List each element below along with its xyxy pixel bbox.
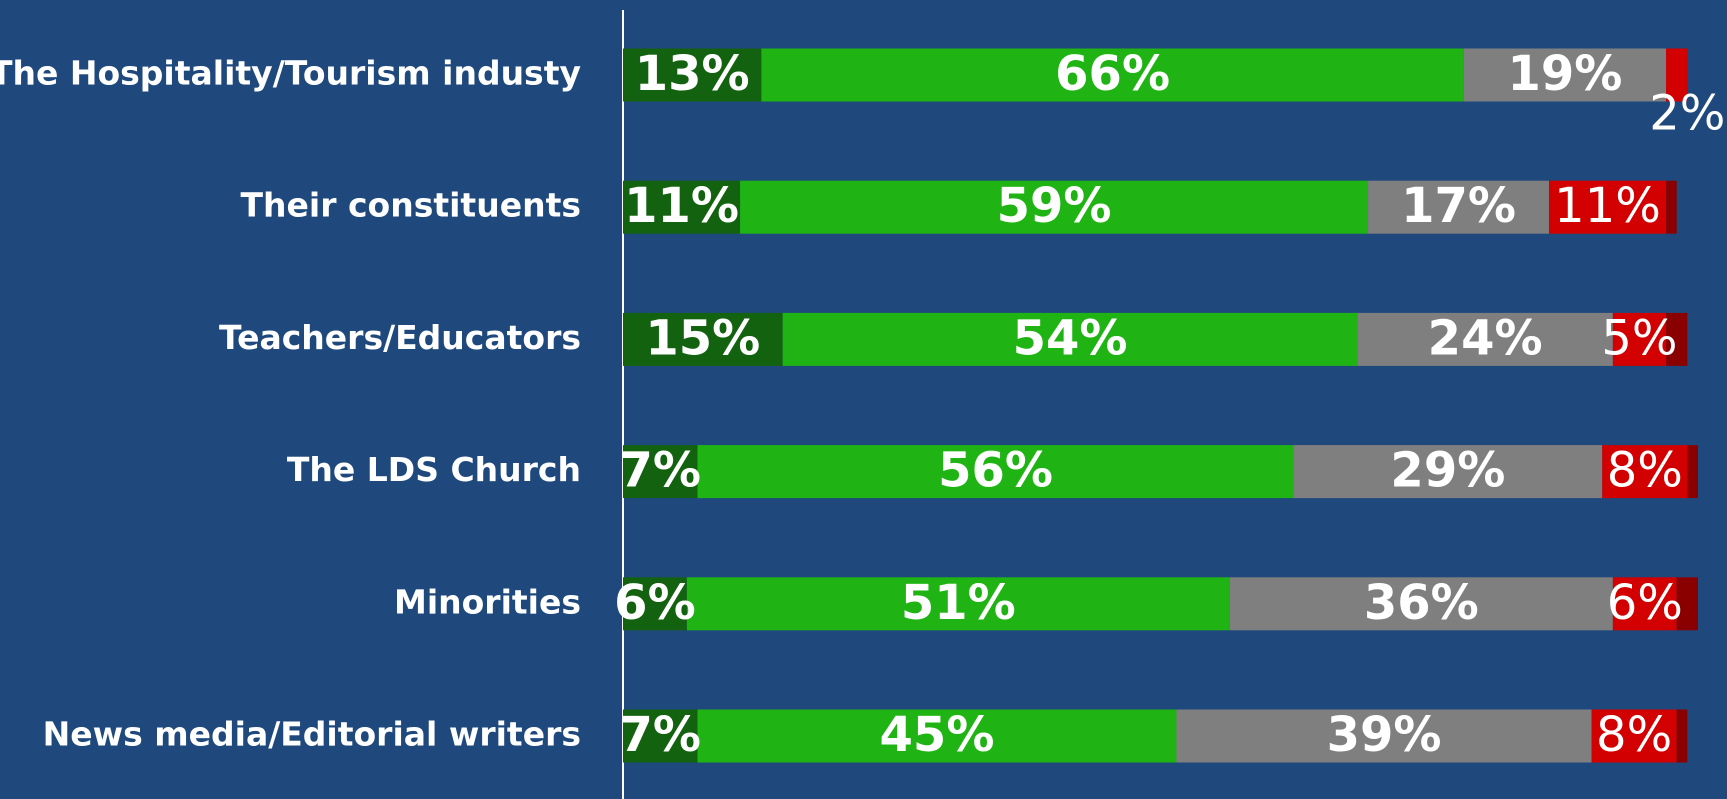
bar-segment bbox=[623, 312, 783, 366]
value-label: 8% bbox=[1596, 707, 1672, 763]
bar-segment bbox=[1666, 180, 1677, 234]
value-label: 6% bbox=[1607, 575, 1683, 631]
bar-segment bbox=[1602, 445, 1688, 499]
value-label: 29% bbox=[1390, 443, 1505, 499]
bar-segment bbox=[1676, 577, 1698, 631]
value-label: 54% bbox=[1013, 310, 1128, 366]
value-label: 13% bbox=[635, 46, 750, 102]
bar-segment bbox=[1368, 180, 1549, 234]
bar-segment bbox=[1666, 48, 1688, 102]
bar-segment bbox=[1293, 445, 1603, 499]
value-label: 19% bbox=[1508, 46, 1623, 102]
value-label: 51% bbox=[901, 575, 1016, 631]
bar-segment bbox=[740, 180, 1369, 234]
bar-segment bbox=[1176, 709, 1592, 763]
bar-segment bbox=[697, 445, 1294, 499]
value-label: 39% bbox=[1327, 707, 1442, 763]
category-label: The Hospitality/Tourism industy bbox=[0, 54, 581, 93]
bar-segment bbox=[623, 577, 687, 631]
value-label: 11% bbox=[624, 178, 739, 234]
category-label: News media/Editorial writers bbox=[43, 715, 581, 754]
bar-segment bbox=[1612, 312, 1667, 366]
bar-segment bbox=[686, 577, 1230, 631]
value-label: 6% bbox=[614, 575, 696, 631]
value-label: 15% bbox=[645, 310, 760, 366]
bar-segment bbox=[1687, 445, 1698, 499]
bar-segment bbox=[761, 48, 1464, 102]
bar-segment bbox=[1548, 180, 1667, 234]
category-label: Their constituents bbox=[241, 186, 581, 225]
value-label: 36% bbox=[1364, 575, 1479, 631]
value-label: 8% bbox=[1607, 443, 1683, 499]
bar-segment bbox=[1612, 577, 1677, 631]
value-label: 7% bbox=[620, 707, 702, 763]
bar-segment bbox=[1357, 312, 1613, 366]
bar-segment bbox=[623, 180, 741, 234]
bar-segment bbox=[1463, 48, 1667, 102]
category-label: The LDS Church bbox=[287, 450, 581, 489]
category-label: Minorities bbox=[394, 582, 581, 621]
value-label: 24% bbox=[1428, 310, 1543, 366]
value-label: 66% bbox=[1055, 46, 1170, 102]
value-label: 17% bbox=[1401, 178, 1516, 234]
value-label: 45% bbox=[880, 707, 995, 763]
bar-segment bbox=[1591, 709, 1677, 763]
bar-segment bbox=[1229, 577, 1613, 631]
value-label: 11% bbox=[1554, 178, 1661, 234]
bar-segment bbox=[1676, 709, 1688, 763]
bar-segment bbox=[623, 48, 762, 102]
value-label: 2% bbox=[1649, 86, 1725, 142]
bar-segment bbox=[623, 709, 698, 763]
bar-segment bbox=[623, 445, 698, 499]
value-label: 56% bbox=[938, 443, 1053, 499]
value-label: 7% bbox=[620, 443, 702, 499]
bar-segment bbox=[1666, 312, 1688, 366]
bar-segment bbox=[782, 312, 1358, 366]
bar-segment bbox=[697, 709, 1177, 763]
value-label: 5% bbox=[1601, 310, 1677, 366]
category-label: Teachers/Educators bbox=[219, 318, 581, 357]
value-label: 59% bbox=[997, 178, 1112, 234]
